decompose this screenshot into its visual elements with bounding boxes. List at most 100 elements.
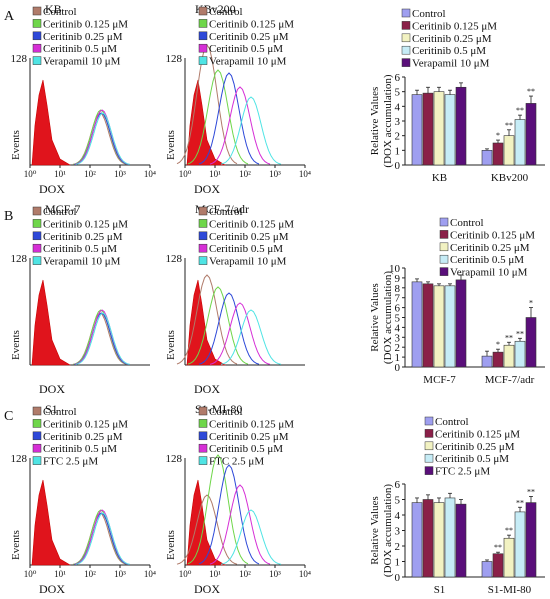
pA-right-legend-entry: Verapamil 10 μM [209,56,287,68]
pC-left-y-axis-label: Events [10,530,22,560]
pC-right-legend-swatch [198,443,208,453]
bar-B-y-tick-label: 0 [395,362,401,374]
bar-C-legend-entry: Ceritinib 0.125 μM [435,428,520,440]
bar-A-y-tick-label: 0 [395,160,401,172]
pC-left-legend-swatch [32,419,42,428]
pC-left-legend-swatch [32,456,42,465]
pC-left-legend-swatch [32,406,42,416]
pA-left-red-histogram [31,79,72,166]
pC-left-legend-entry: FTC 2.5 μM [43,456,98,468]
pB-right-curve-control [176,274,238,365]
pC-left-legend-entry: Ceritinib 0.5 μM [43,443,117,455]
bar-A-legend-entry: Ceritinib 0.25 μM [412,33,492,45]
bar-A-legend-entry: Ceritinib 0.125 μM [412,20,497,32]
pB-right-legend-swatch [198,219,208,228]
bar-A-bar [422,92,434,166]
bar-B-bar [433,285,445,368]
pC-left-red-histogram [31,479,72,566]
bar-C-y-label: (DOX accumulation) [382,484,394,577]
pB-left-legend-entry: Control [43,206,77,218]
pC-left-sample-title: S1 [45,402,58,416]
pA-left-legend-entry: Ceritinib 0.25 μM [43,31,123,43]
bar-B-legend-swatch [439,217,449,227]
pA-left-sample-title: KB [45,2,62,16]
bar-B-bar [455,279,467,368]
bar-B-legend-entry: Verapamil 10 μM [450,267,528,279]
bar-A-legend-swatch [401,45,411,55]
bar-A-significance-label: ** [505,121,513,130]
pA-left-legend-swatch [32,6,42,16]
pC-right-x-axis-label: DOX [194,582,220,596]
pC-right-legend-entry: FTC 2.5 μM [209,456,264,468]
bar-A-category-label: KBv200 [491,172,529,184]
pA-left-legend-swatch [32,43,42,53]
pA-left-legend-swatch [32,19,42,28]
bar-A-bar [525,103,537,166]
pB-left-legend-entry: Ceritinib 0.25 μM [43,231,123,243]
bar-B-bar [514,340,526,368]
pA-left-x-tick-label: 10⁴ [144,169,156,179]
pA-left-x-axis-label: DOX [39,182,65,196]
pB-right-y-axis-label: Events [165,330,177,360]
pA-left-legend-entry: Control [43,6,77,18]
pC-right-legend-entry: Control [209,406,243,418]
pC-right-legend-swatch [198,456,208,465]
pC-left-legend-entry: Ceritinib 0.125 μM [43,418,128,430]
bar-C-legend-entry: Control [435,416,469,428]
pB-right-legend-swatch [198,243,208,253]
pA-right-legend-entry: Ceritinib 0.5 μM [209,43,283,55]
pC-right-y-axis-label: Events [165,530,177,560]
bar-A-bar [503,135,515,166]
pB-right-legend-swatch [198,206,208,216]
pB-left-y-axis-label: Events [10,330,22,360]
pA-left-curve-verapamil [75,112,130,165]
bar-C-bar [444,497,456,578]
pA-left-legend-entry: Ceritinib 0.5 μM [43,43,117,55]
bar-C-y-tick-label: 1 [395,557,401,569]
pC-left-curve-ftc [75,512,130,565]
pC-right-legend-swatch [198,431,208,441]
pC-right-legend-swatch [198,406,208,416]
pC-right-red-histogram [186,479,227,566]
bar-C-legend-swatch [424,429,434,438]
pB-right-legend-entry: Verapamil 10 μM [209,256,287,268]
pC-left-x-tick-label: 10¹ [54,569,66,579]
bar-B-significance-label: * [496,340,500,349]
bar-B-y-tick-label: 10 [389,263,401,275]
pB-left-legend-swatch [32,256,42,265]
bar-C-significance-label: ** [494,543,502,552]
pC-right-curve-ceritinib-0-125 [187,454,249,565]
bar-C-bar [422,499,434,578]
bar-B-y-tick-label: 1 [395,352,401,364]
bar-C-legend-entry: FTC 2.5 μM [435,466,490,478]
pA-right-legend-entry: Ceritinib 0.125 μM [209,18,294,30]
bar-A-y-tick-label: 4 [395,101,401,113]
bar-A-y-tick-label: 1 [395,145,401,157]
bar-C-bar [455,503,467,578]
pA-left-legend-swatch [32,31,42,41]
bar-A-bar [433,91,445,166]
bar-B-significance-label: * [529,299,533,308]
pC-right-legend-entry: Ceritinib 0.5 μM [209,443,283,455]
pC-left-legend-entry: Control [43,406,77,418]
pB-right-legend-entry: Ceritinib 0.5 μM [209,243,283,255]
pB-left-legend-swatch [32,243,42,253]
bar-B-legend-swatch [439,230,449,239]
pA-right-x-tick-label: 10¹ [209,169,221,179]
bar-B-category-label: MCF-7 [423,374,456,386]
bar-B-legend-entry: Ceritinib 0.125 μM [450,229,535,241]
pC-left-ymax-label: 128 [11,453,28,465]
bar-A-y-tick-label: 3 [395,116,401,128]
pB-left-legend-entry: Ceritinib 0.125 μM [43,218,128,230]
pA-left-ymax-label: 128 [11,53,28,65]
pB-right-sample-title: MCF-7/adr [195,202,249,216]
bar-B-legend-swatch [439,267,449,276]
bar-B-y-tick-label: 5 [395,313,401,325]
bar-A-significance-label: ** [527,87,535,96]
pA-right-legend-swatch [198,31,208,41]
bar-B-bar [444,285,456,368]
bar-B-bar [525,317,537,368]
pA-right-curve-verapamil [220,96,282,165]
bar-C-legend-swatch [424,416,434,426]
